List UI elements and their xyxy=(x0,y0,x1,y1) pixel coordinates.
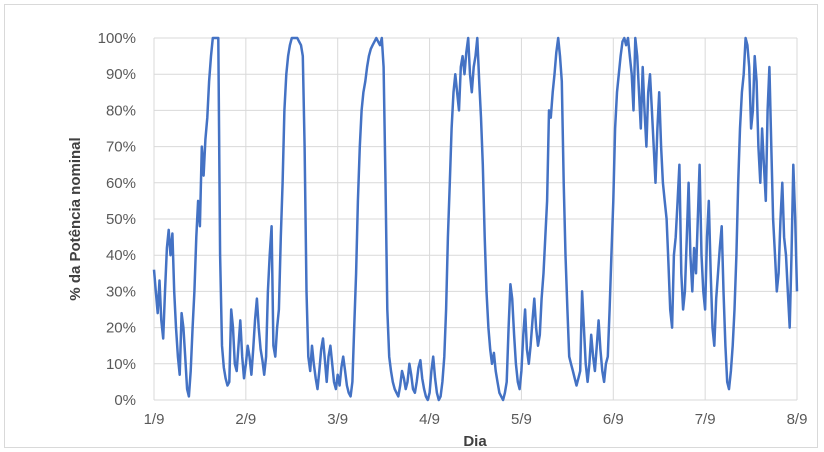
x-tick-labels: 1/9 2/9 3/9 4/9 5/9 6/9 7/9 8/9 xyxy=(144,411,808,428)
x-tick-label: 1/9 xyxy=(144,411,165,428)
x-axis-title: Dia xyxy=(463,433,487,450)
series-line xyxy=(152,36,799,402)
y-tick-label: 100% xyxy=(98,30,136,47)
y-axis-title: % da Potência nominal xyxy=(67,137,84,300)
x-tick-label: 5/9 xyxy=(511,411,532,428)
y-tick-labels: 0% 10% 20% 30% 40% 50% 60% 70% 80% 90% 100% xyxy=(98,30,136,409)
y-tick-label: 0% xyxy=(114,392,136,409)
x-tick-label: 8/9 xyxy=(787,411,808,428)
x-tick-label: 3/9 xyxy=(327,411,348,428)
y-tick-label: 70% xyxy=(106,139,136,156)
y-tick-label: 30% xyxy=(106,283,136,300)
y-tick-label: 90% xyxy=(106,66,136,83)
y-tick-label: 10% xyxy=(106,356,136,373)
y-tick-label: 60% xyxy=(106,175,136,192)
y-tick-label: 80% xyxy=(106,102,136,119)
y-tick-label: 20% xyxy=(106,320,136,337)
y-tick-label: 40% xyxy=(106,247,136,264)
x-tick-label: 2/9 xyxy=(235,411,256,428)
x-tick-label: 4/9 xyxy=(419,411,440,428)
series-layer xyxy=(152,36,799,402)
x-tick-label: 7/9 xyxy=(695,411,716,428)
x-tick-label: 6/9 xyxy=(603,411,624,428)
y-tick-label: 50% xyxy=(106,211,136,228)
